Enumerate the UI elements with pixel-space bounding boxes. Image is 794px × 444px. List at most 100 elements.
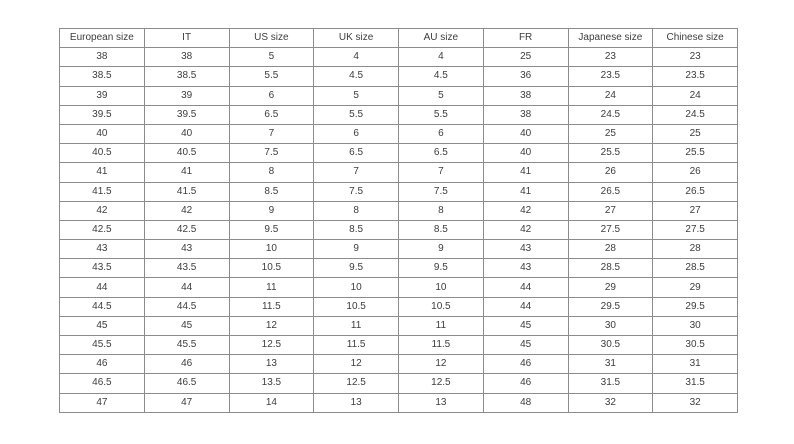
table-cell: 29.5 [652, 296, 738, 317]
table-cell: 10 [398, 277, 484, 298]
table-cell: 9.5 [313, 258, 399, 279]
table-cell: 8.5 [313, 219, 399, 241]
table-cell: 12 [398, 354, 484, 375]
table-cell: 9.5 [228, 219, 315, 241]
table-cell: 24 [652, 85, 738, 106]
table-cell: 48 [482, 392, 569, 413]
table-row: 46 46 13 12 12 46 31 31 [59, 354, 738, 375]
table-row: 43.5 43.5 10.5 9.5 9.5 43 28.5 28.5 [59, 258, 738, 279]
table-cell: 31 [652, 354, 738, 375]
table-cell: 26 [652, 162, 738, 183]
table-cell: 24.5 [567, 104, 654, 125]
table-cell: 44 [59, 277, 145, 298]
table-cell: 10 [228, 239, 315, 260]
header-row: European size IT US size UK size AU size FR Ja… [59, 27, 738, 49]
table-cell: 4 [313, 47, 399, 68]
table-cell: 32 [652, 392, 738, 413]
table-cell: 9 [313, 239, 399, 260]
table-cell: 47 [59, 392, 145, 413]
table-cell: 29.5 [567, 296, 654, 317]
table-row: 41 41 8 7 7 41 26 26 [59, 162, 738, 183]
table-row: 40.5 40.5 7.5 6.5 6.5 40 25.5 25.5 [59, 143, 738, 164]
table-cell: 14 [228, 392, 315, 413]
table-cell: 13 [228, 354, 315, 375]
table-cell: 43 [482, 239, 569, 260]
table-row: 44 44 11 10 10 44 29 29 [59, 277, 738, 298]
table-cell: 13 [398, 392, 484, 413]
table-cell: 43 [482, 258, 569, 279]
table-cell: 38 [143, 47, 230, 68]
shoe-size-conversion-table: European size IT US size UK size AU size FR Ja… [59, 27, 738, 413]
table-cell: 7.5 [313, 181, 399, 202]
table-cell: 5 [398, 85, 484, 106]
table-cell: 39 [143, 85, 230, 106]
table-cell: 43 [59, 239, 145, 260]
table-cell: 6 [398, 123, 484, 145]
table-cell: 30.5 [567, 334, 654, 356]
table-cell: 39 [59, 85, 145, 106]
table-cell: 31 [567, 354, 654, 375]
column-header: IT [143, 27, 230, 49]
table-cell: 40 [482, 123, 569, 145]
table-cell: 38.5 [59, 66, 145, 87]
table-row: 42 42 9 8 8 42 27 27 [59, 200, 738, 221]
table-cell: 29 [652, 277, 738, 298]
table-cell: 13 [313, 392, 399, 413]
table-cell: 11 [228, 277, 315, 298]
table-cell: 41 [482, 181, 569, 202]
table-body: 38 38 5 4 4 25 23 23 38.5 38.5 5.5 4.5 4.5 36 23.5 23.5… [59, 47, 738, 413]
column-header: AU size [398, 27, 484, 49]
table-cell: 5 [313, 85, 399, 106]
table-cell: 32 [567, 392, 654, 413]
table-cell: 5.5 [228, 66, 315, 87]
table-cell: 30 [567, 315, 654, 337]
table-cell: 40.5 [59, 143, 145, 164]
table-cell: 39.5 [143, 104, 230, 125]
column-header: European size [59, 27, 145, 49]
table-cell: 38 [482, 85, 569, 106]
table-cell: 7 [313, 162, 399, 183]
table-cell: 11 [313, 315, 399, 337]
table-cell: 29 [567, 277, 654, 298]
table-cell: 28.5 [652, 258, 738, 279]
table-cell: 38 [59, 47, 145, 68]
table-cell: 40 [482, 143, 569, 164]
table-cell: 41 [482, 162, 569, 183]
table-cell: 23.5 [567, 66, 654, 87]
table-header: European size IT US size UK size AU size FR Ja… [59, 27, 738, 49]
table-cell: 46.5 [143, 373, 230, 394]
table-cell: 4.5 [313, 66, 399, 87]
table-cell: 25.5 [567, 143, 654, 164]
table-row: 39 39 6 5 5 38 24 24 [59, 85, 738, 106]
table-cell: 40 [143, 123, 230, 145]
table-cell: 5.5 [398, 104, 484, 125]
table-cell: 4.5 [398, 66, 484, 87]
table-cell: 10.5 [398, 296, 484, 317]
table-cell: 6.5 [398, 143, 484, 164]
table-cell: 7.5 [398, 181, 484, 202]
table-cell: 40 [59, 123, 145, 145]
table-cell: 25 [482, 47, 569, 68]
table-cell: 42 [143, 200, 230, 221]
table-cell: 42 [482, 200, 569, 221]
table-cell: 9.5 [398, 258, 484, 279]
table-row: 38.5 38.5 5.5 4.5 4.5 36 23.5 23.5 [59, 66, 738, 87]
table-cell: 27 [567, 200, 654, 221]
table-cell: 46 [482, 354, 569, 375]
column-header: Japanese size [567, 27, 654, 49]
table-cell: 31.5 [567, 373, 654, 394]
table-row: 46.5 46.5 13.5 12.5 12.5 46 31.5 31.5 [59, 373, 738, 394]
table-cell: 11 [398, 315, 484, 337]
table-cell: 8.5 [228, 181, 315, 202]
table-cell: 23.5 [652, 66, 738, 87]
table-row: 44.5 44.5 11.5 10.5 10.5 44 29.5 29.5 [59, 296, 738, 317]
table-cell: 12.5 [228, 334, 315, 356]
table-cell: 42.5 [59, 219, 145, 241]
table-cell: 43.5 [143, 258, 230, 279]
table-cell: 47 [143, 392, 230, 413]
table-cell: 23 [567, 47, 654, 68]
table-cell: 30 [652, 315, 738, 337]
table-cell: 45 [482, 334, 569, 356]
table-cell: 31.5 [652, 373, 738, 394]
table-cell: 43.5 [59, 258, 145, 279]
